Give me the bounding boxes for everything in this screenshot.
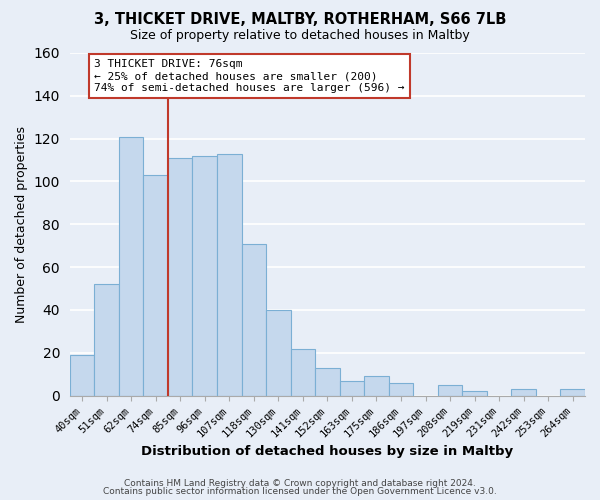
Bar [438, 385, 463, 396]
Bar [340, 380, 364, 396]
Bar [266, 310, 290, 396]
Bar [560, 389, 585, 396]
Text: 3 THICKET DRIVE: 76sqm
← 25% of detached houses are smaller (200)
74% of semi-de: 3 THICKET DRIVE: 76sqm ← 25% of detached… [94, 60, 405, 92]
Text: Contains public sector information licensed under the Open Government Licence v3: Contains public sector information licen… [103, 487, 497, 496]
Y-axis label: Number of detached properties: Number of detached properties [15, 126, 28, 323]
Bar [511, 389, 536, 396]
Text: Contains HM Land Registry data © Crown copyright and database right 2024.: Contains HM Land Registry data © Crown c… [124, 478, 476, 488]
Bar [168, 158, 193, 396]
X-axis label: Distribution of detached houses by size in Maltby: Distribution of detached houses by size … [142, 444, 514, 458]
Bar [119, 136, 143, 396]
Text: Size of property relative to detached houses in Maltby: Size of property relative to detached ho… [130, 29, 470, 42]
Bar [315, 368, 340, 396]
Bar [290, 348, 315, 396]
Bar [94, 284, 119, 396]
Bar [70, 355, 94, 396]
Bar [193, 156, 217, 396]
Text: 3, THICKET DRIVE, MALTBY, ROTHERHAM, S66 7LB: 3, THICKET DRIVE, MALTBY, ROTHERHAM, S66… [94, 12, 506, 28]
Bar [143, 175, 168, 396]
Bar [389, 383, 413, 396]
Bar [217, 154, 242, 396]
Bar [242, 244, 266, 396]
Bar [364, 376, 389, 396]
Bar [463, 392, 487, 396]
